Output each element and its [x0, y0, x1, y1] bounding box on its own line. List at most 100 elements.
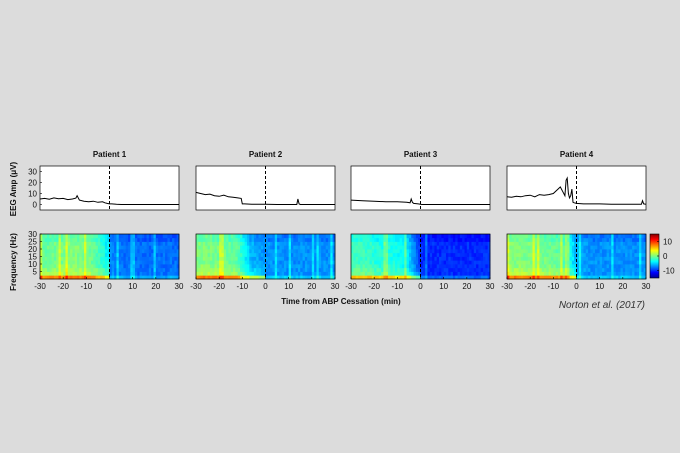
spectrogram-cell	[466, 260, 470, 265]
spectrogram-cell	[641, 252, 645, 257]
spectrogram-cell	[314, 256, 317, 261]
spectrogram-cell	[455, 271, 458, 276]
spectrogram-cell	[151, 264, 154, 269]
spectrogram-cell	[551, 241, 554, 246]
spectrogram-cell	[355, 249, 359, 254]
spectrogram-cell	[583, 237, 587, 242]
spectrogram-cell	[622, 275, 626, 280]
spectrogram-cell	[578, 271, 582, 276]
spectrogram-cell	[325, 241, 329, 246]
spectrogram-cell	[483, 252, 486, 257]
spectrogram-cell	[487, 245, 491, 250]
spectrogram-cell	[527, 249, 531, 254]
spectrogram-cell	[155, 260, 159, 265]
spectrogram-cell	[395, 256, 398, 261]
spectrogram-cell	[302, 256, 306, 261]
spectrogram-cell	[107, 249, 110, 254]
spectrogram-cell	[304, 267, 308, 272]
spectrogram-cell	[487, 275, 491, 280]
spectrogram-cell	[369, 249, 373, 254]
spectrogram-cell	[321, 245, 324, 250]
spectrogram-cell	[267, 241, 271, 246]
spectrogram-cell	[376, 252, 380, 257]
spectrogram-cell	[242, 234, 246, 239]
spectrogram-cell	[599, 275, 603, 280]
spectrogram-cell	[639, 275, 642, 280]
spectrogram-cell	[107, 256, 110, 261]
spectrogram-cell	[569, 241, 573, 246]
spectrogram-cell	[253, 264, 257, 269]
spectrogram-cell	[240, 234, 243, 239]
spectrogram-cell	[272, 245, 276, 250]
spectrogram-cell	[125, 237, 129, 242]
spectrogram-cell	[618, 264, 621, 269]
spectrogram-cell	[49, 260, 52, 265]
spectrogram-cell	[620, 237, 624, 242]
spectrogram-cell	[95, 234, 99, 239]
spectrogram-cell	[408, 252, 412, 257]
spectrogram-cell	[107, 241, 110, 246]
spectrogram-cell	[281, 237, 285, 242]
spectrogram-cell	[388, 234, 391, 239]
spectrogram-cell	[511, 234, 515, 239]
spectrogram-cell	[169, 234, 173, 239]
spectrogram-cell	[567, 237, 570, 242]
spectrogram-cell	[371, 260, 375, 265]
spectrogram-cell	[606, 271, 610, 276]
spectrogram-cell	[290, 234, 294, 239]
spectrogram-cell	[415, 260, 419, 265]
spectrogram-cell	[641, 271, 645, 276]
spectrogram-cell	[636, 252, 640, 257]
spectrogram-cell	[578, 264, 582, 269]
spectrogram-cell	[212, 234, 215, 239]
spectrogram-cell	[548, 245, 552, 250]
spectrogram-cell	[413, 237, 417, 242]
spectrogram-cell	[376, 234, 380, 239]
spectrogram-cell	[418, 275, 421, 280]
spectrogram-cell	[476, 275, 479, 280]
spectrogram-cell	[242, 267, 246, 272]
spectrogram-cell	[381, 234, 384, 239]
spectrogram-cell	[277, 237, 280, 242]
spectrogram-cell	[323, 234, 327, 239]
spectrogram-cell	[325, 234, 329, 239]
spectrogram-cell	[615, 267, 619, 272]
spectrogram-cell	[158, 267, 161, 272]
spectrogram-cell	[70, 256, 73, 261]
spectrogram-cell	[516, 275, 519, 280]
spectrogram-cell	[641, 234, 645, 239]
spectrogram-cell	[473, 267, 477, 272]
spectrogram-cell	[485, 249, 489, 254]
spectrogram-cell	[58, 256, 62, 261]
spectrogram-cell	[583, 264, 587, 269]
spectrogram-cell	[367, 264, 370, 269]
spectrogram-cell	[260, 271, 264, 276]
spectrogram-cell	[544, 237, 547, 242]
spectrogram-cell	[226, 234, 229, 239]
spectrogram-cell	[618, 234, 621, 239]
spectrogram-cell	[595, 234, 598, 239]
spectrogram-cell	[432, 256, 435, 261]
spectrogram-cell	[318, 234, 322, 239]
spectrogram-cell	[625, 275, 628, 280]
spectrogram-cell	[462, 267, 465, 272]
spectrogram-cell	[93, 252, 96, 257]
spectrogram-cell	[207, 271, 211, 276]
spectrogram-cell	[374, 256, 377, 261]
spectrogram-cell	[581, 267, 584, 272]
spectrogram-cell	[483, 234, 486, 239]
spectrogram-cell	[357, 267, 361, 272]
spectrogram-cell	[381, 260, 384, 265]
spectrogram-cell	[395, 267, 398, 272]
spectrogram-cell	[374, 275, 377, 280]
spectrogram-cell	[63, 237, 66, 242]
spectrogram-cell	[441, 256, 445, 261]
spectrogram-cell	[302, 252, 306, 257]
spectrogram-cell	[473, 241, 477, 246]
spectrogram-cell	[202, 256, 206, 261]
spectrogram-cell	[567, 256, 570, 261]
spectrogram-cell	[544, 264, 547, 269]
spectrogram-cell	[471, 271, 475, 276]
spectrogram-cell	[256, 264, 259, 269]
amp-tick-label: 0	[33, 201, 38, 210]
